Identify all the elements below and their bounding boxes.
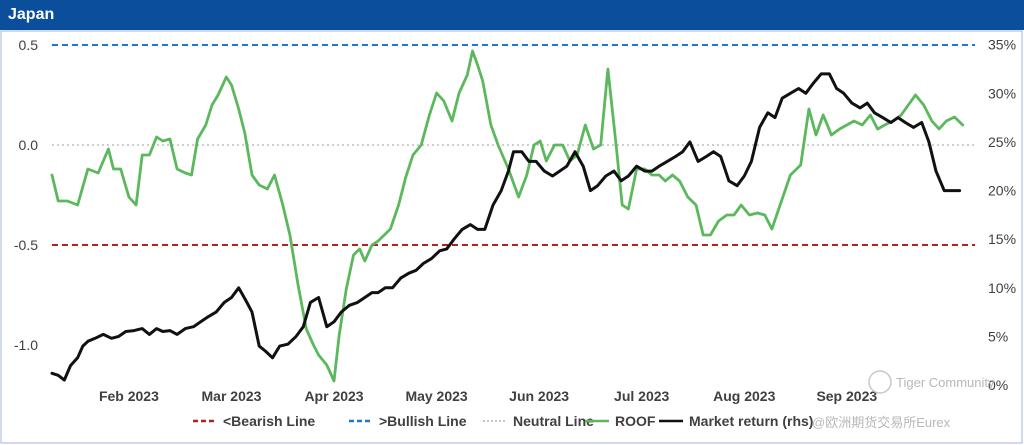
y-left-tick-label: -0.5 xyxy=(14,237,38,253)
series-group xyxy=(50,49,965,383)
watermark: Tiger Community @欧洲期货交易所Eurex xyxy=(812,370,995,430)
plot-frame xyxy=(0,30,1023,444)
y-axis-left: 0.5 0.0 -0.5 -1.0 xyxy=(14,37,38,353)
y-axis-right: 0% 5% 10% 15% 20% 25% 30% 35% xyxy=(988,37,1016,393)
series-line-market-return xyxy=(50,72,962,382)
chart-border xyxy=(0,30,1023,444)
legend-label: Market return (rhs) xyxy=(689,413,813,429)
y-right-tick-label: 15% xyxy=(988,231,1016,247)
x-axis: Feb 2023 Mar 2023 Apr 2023 May 2023 Jun 2023… xyxy=(99,388,877,404)
x-tick-label: Feb 2023 xyxy=(99,388,159,404)
x-tick-label: Apr 2023 xyxy=(304,388,363,404)
y-right-tick-label: 10% xyxy=(988,280,1016,296)
chart-svg: 0.5 0.0 -0.5 -1.0 0% 5% 10% 15% 20% 25% 30% 35% Fe… xyxy=(0,30,1023,444)
watermark-line2: @欧洲期货交易所Eurex xyxy=(812,415,951,430)
y-right-tick-label: 20% xyxy=(988,183,1016,199)
chart-title: Japan xyxy=(8,6,55,23)
x-tick-label: Aug 2023 xyxy=(713,388,775,404)
legend-label: ROOF xyxy=(615,413,656,429)
legend-label: <Bearish Line xyxy=(223,413,315,429)
legend: <Bearish Line >Bullish Line Neutral Line RO… xyxy=(193,413,813,429)
y-right-tick-label: 0% xyxy=(988,377,1008,393)
y-left-tick-label: -1.0 xyxy=(14,337,38,353)
legend-label: >Bullish Line xyxy=(379,413,467,429)
x-tick-label: Sep 2023 xyxy=(816,388,877,404)
y-right-tick-label: 5% xyxy=(988,328,1008,344)
legend-label: Neutral Line xyxy=(513,413,594,429)
tiger-logo-icon xyxy=(868,370,892,394)
x-tick-label: Mar 2023 xyxy=(202,388,262,404)
y-right-tick-label: 35% xyxy=(988,37,1016,53)
y-right-tick-label: 30% xyxy=(988,85,1016,101)
y-right-tick-label: 25% xyxy=(988,134,1016,150)
series-line-roof xyxy=(50,49,965,383)
x-tick-label: May 2023 xyxy=(405,388,467,404)
watermark-line1: Tiger Community xyxy=(896,375,995,390)
y-left-tick-label: 0.0 xyxy=(19,137,39,153)
x-tick-label: Jun 2023 xyxy=(509,388,569,404)
chart-header: Japan xyxy=(0,0,1024,30)
x-tick-label: Jul 2023 xyxy=(614,388,669,404)
y-left-tick-label: 0.5 xyxy=(19,37,39,53)
reference-lines xyxy=(52,44,975,246)
